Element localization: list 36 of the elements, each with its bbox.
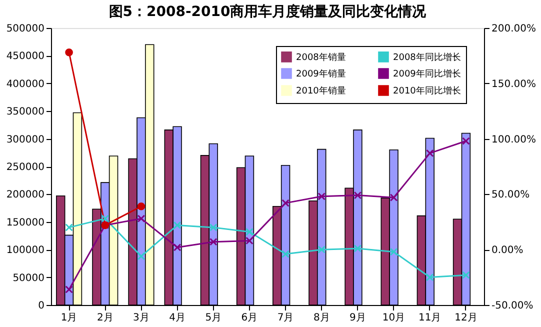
y2-tick-label: 100.00% <box>492 134 536 146</box>
y-tick-label: 200000 <box>6 190 44 201</box>
y-tick-label: 250000 <box>6 162 44 173</box>
x-tick-label: 10月 <box>382 312 406 324</box>
x-tick-label: 12月 <box>454 312 478 324</box>
y-tick-label: 100000 <box>6 245 44 256</box>
x-tick-label: 5月 <box>205 312 222 324</box>
legend-label: 2010年同比增长 <box>393 86 461 96</box>
y2-tick-label: 50.00% <box>492 190 530 201</box>
x-tick-label: 1月 <box>60 312 78 324</box>
y-tick-label: 500000 <box>6 24 44 34</box>
chart-title: 图5：2008-2010商用车月度销量及同比变化情况 <box>108 3 428 20</box>
y2-tick-label: 0.00% <box>492 245 524 256</box>
x-tick-label: 2月 <box>96 312 114 324</box>
y-tick-label: 400000 <box>6 78 44 90</box>
legend-label: 2010年销量 <box>296 86 346 96</box>
y2-tick-label: 150.00% <box>492 78 536 90</box>
y2-tick-label: -50.00% <box>492 300 534 312</box>
x-tick-label: 4月 <box>169 312 186 324</box>
x-tick-label: 11月 <box>418 312 442 324</box>
y-tick-label: 350000 <box>6 106 44 118</box>
y-tick-label: 0 <box>38 300 44 312</box>
x-tick-label: 6月 <box>241 312 258 324</box>
x-tick-label: 3月 <box>133 312 150 324</box>
y2-tick-label: 200.00% <box>492 24 536 34</box>
y-tick-label: 50000 <box>12 272 44 284</box>
x-tick-label: 9月 <box>350 312 366 324</box>
x-tick-label: 7月 <box>277 312 294 324</box>
legend-label: 2008年同比增长 <box>393 52 461 63</box>
legend-label: 2009年销量 <box>296 68 346 80</box>
y-tick-label: 300000 <box>6 134 44 146</box>
legend-label: 2008年销量 <box>296 52 346 63</box>
y-tick-label: 150000 <box>6 217 44 228</box>
legend-label: 2009年同比增长 <box>393 68 461 80</box>
y-tick-label: 450000 <box>6 51 44 62</box>
x-tick-label: 8月 <box>313 312 330 324</box>
